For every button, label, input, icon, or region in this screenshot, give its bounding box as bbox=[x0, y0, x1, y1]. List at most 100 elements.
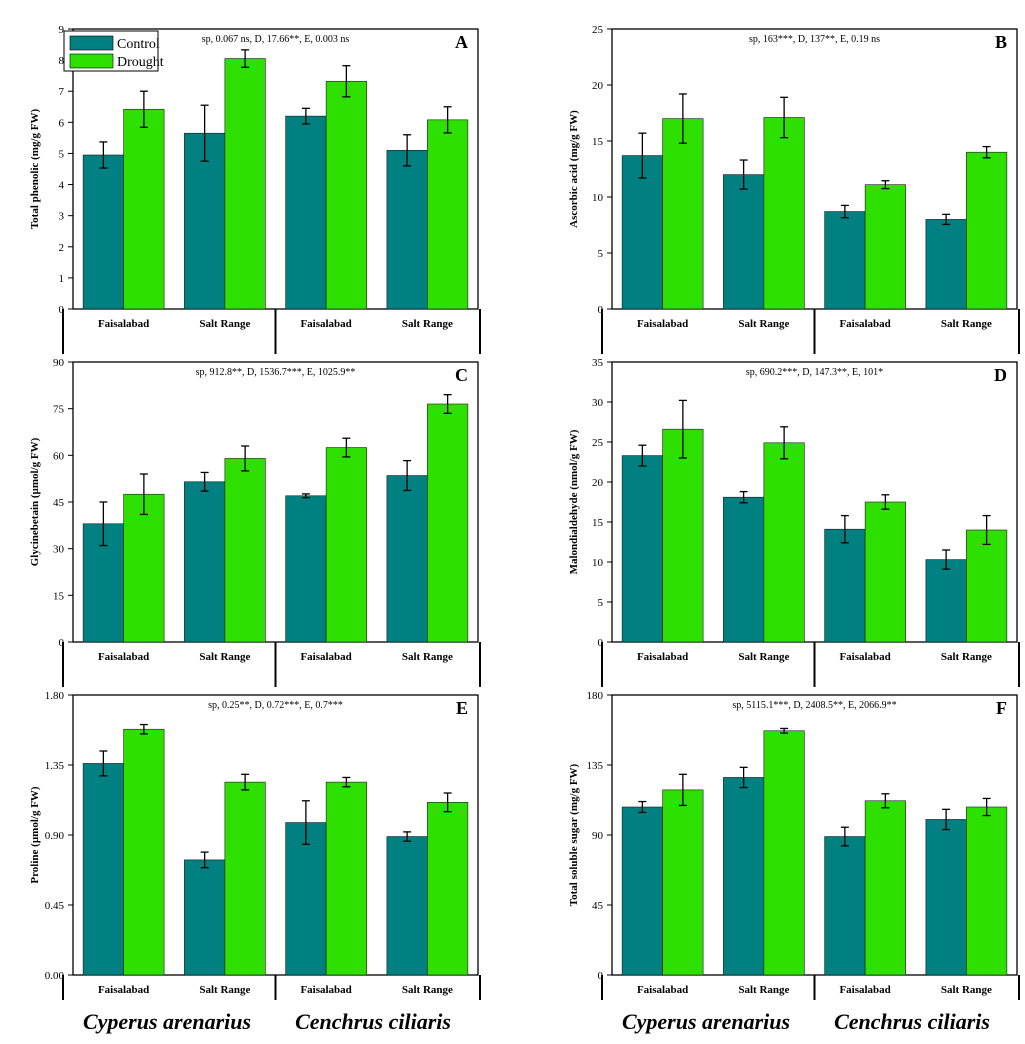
bar-d-drought bbox=[763, 442, 805, 643]
species-label-right-1: Cyperus arenarius bbox=[622, 1009, 790, 1034]
panel-a: 0 1 2 3 4 5 6 7 8 9 Total phenolic (mg/g FW) sp, 0.… bbox=[29, 24, 481, 354]
category-label-d: Faisalabad bbox=[839, 651, 890, 663]
y-tick-label-e: 0.00 bbox=[45, 970, 65, 982]
category-label-b: Salt Range bbox=[738, 318, 789, 330]
stats-annotation-b: sp, 163***, D, 137**, E, 0.19 ns bbox=[749, 34, 880, 45]
y-tick-label-a: 5 bbox=[59, 148, 65, 160]
bar-f-control bbox=[925, 819, 967, 976]
y-axis-label-f: Total soluble sugar (mg/g FW) bbox=[568, 763, 580, 906]
stats-annotation-c: sp, 912.8**, D, 1536.7***, E, 1025.9** bbox=[196, 367, 356, 378]
y-tick-label-f: 180 bbox=[587, 690, 604, 702]
bar-c-control bbox=[285, 495, 327, 643]
bar-c-drought bbox=[123, 493, 165, 643]
y-tick-label-a: 9 bbox=[59, 24, 65, 36]
bar-f-drought bbox=[966, 806, 1008, 976]
stats-annotation-e: sp, 0.25**, D, 0.72***, E, 0.7*** bbox=[208, 700, 343, 711]
y-tick-label-e: 1.35 bbox=[45, 760, 65, 772]
legend-label-drought: Drought bbox=[117, 55, 164, 70]
legend: Control Drought bbox=[63, 30, 164, 72]
bar-a-control bbox=[386, 150, 428, 310]
panel-c: 0 15 30 45 60 75 90 Glycinebetain (µmol/g FW) sp… bbox=[29, 357, 481, 687]
bar-e-drought bbox=[325, 781, 367, 976]
bar-d-drought bbox=[864, 501, 906, 643]
y-tick-label-d: 0 bbox=[598, 637, 604, 649]
bar-e-drought bbox=[427, 802, 469, 976]
category-label-a: Faisalabad bbox=[300, 318, 351, 330]
bar-a-drought bbox=[427, 119, 469, 310]
y-axis-label-b: Ascorbic acid (mg/g FW) bbox=[568, 110, 580, 228]
stats-annotation-a: sp, 0.067 ns, D, 17.66**, E, 0.003 ns bbox=[202, 34, 350, 45]
y-tick-label-b: 25 bbox=[592, 24, 604, 36]
y-axis-label-e: Proline (µmol/g FW) bbox=[29, 786, 41, 884]
legend-swatch-drought bbox=[69, 53, 114, 69]
category-label-d: Salt Range bbox=[941, 651, 992, 663]
y-tick-label-a: 4 bbox=[59, 180, 65, 192]
category-label-a: Salt Range bbox=[402, 318, 453, 330]
bar-a-drought bbox=[325, 80, 367, 310]
bar-c-control bbox=[184, 481, 226, 643]
y-tick-label-c: 30 bbox=[53, 544, 65, 556]
y-tick-label-c: 60 bbox=[53, 450, 65, 462]
panel-letter-d: D bbox=[994, 365, 1007, 385]
y-tick-label-e: 0.45 bbox=[45, 900, 65, 912]
stats-annotation-f: sp, 5115.1***, D, 2408.5**, E, 2066.9** bbox=[732, 700, 896, 711]
bar-d-control bbox=[925, 559, 967, 643]
y-tick-label-b: 20 bbox=[592, 80, 604, 92]
y-tick-label-b: 0 bbox=[598, 304, 604, 316]
panel-f: 0 45 90 135 180 Total soluble sugar (mg/g FW)… bbox=[568, 690, 1020, 1000]
bar-e-drought bbox=[123, 728, 165, 976]
y-tick-label-b: 5 bbox=[598, 248, 604, 260]
panel-d: 0 5 10 15 20 25 30 35 Malondialdehyde (nmol/g FW… bbox=[568, 357, 1020, 687]
bar-c-control bbox=[386, 475, 428, 643]
category-label-c: Salt Range bbox=[402, 651, 453, 663]
panel-e: 0.00 0.45 0.90 1.35 1.80 Proline (µmol/g FW) s… bbox=[29, 690, 481, 1000]
panel-letter-a: A bbox=[455, 32, 468, 52]
y-tick-label-b: 15 bbox=[592, 136, 604, 148]
y-axis-label-a: Total phenolic (mg/g FW) bbox=[29, 109, 41, 230]
category-label-b: Faisalabad bbox=[637, 318, 688, 330]
species-label-left-2: Cenchrus ciliaris bbox=[295, 1009, 451, 1034]
bar-b-drought bbox=[864, 184, 906, 310]
y-tick-label-e: 0.90 bbox=[45, 830, 65, 842]
bar-f-control bbox=[621, 806, 663, 976]
panel-letter-e: E bbox=[456, 698, 468, 718]
bar-a-control bbox=[285, 115, 327, 310]
bar-f-control bbox=[824, 836, 866, 976]
bar-d-control bbox=[723, 496, 765, 643]
y-tick-label-a: 0 bbox=[59, 304, 65, 316]
y-tick-label-d: 25 bbox=[592, 437, 604, 449]
y-tick-label-c: 15 bbox=[53, 590, 65, 602]
y-tick-label-d: 30 bbox=[592, 397, 604, 409]
y-axis-label-c: Glycinebetain (µmol/g FW) bbox=[29, 437, 41, 566]
category-label-f: Salt Range bbox=[941, 984, 992, 996]
bar-f-drought bbox=[763, 730, 805, 976]
bar-d-control bbox=[621, 455, 663, 643]
category-label-b: Salt Range bbox=[941, 318, 992, 330]
y-tick-label-d: 5 bbox=[598, 597, 604, 609]
y-tick-label-d: 10 bbox=[592, 557, 604, 569]
category-label-b: Faisalabad bbox=[839, 318, 890, 330]
bar-e-control bbox=[184, 859, 226, 976]
category-label-d: Faisalabad bbox=[637, 651, 688, 663]
bar-f-drought bbox=[662, 789, 704, 976]
category-label-e: Faisalabad bbox=[98, 984, 149, 996]
bar-b-control bbox=[621, 155, 663, 310]
legend-label-control: Control bbox=[117, 37, 160, 52]
category-label-f: Salt Range bbox=[738, 984, 789, 996]
category-label-e: Salt Range bbox=[402, 984, 453, 996]
bar-b-drought bbox=[763, 117, 805, 310]
bar-d-drought bbox=[662, 428, 704, 643]
bar-f-drought bbox=[864, 800, 906, 976]
y-tick-label-a: 6 bbox=[59, 117, 65, 129]
panel-letter-b: B bbox=[995, 32, 1007, 52]
y-tick-label-f: 0 bbox=[598, 970, 604, 982]
y-tick-label-a: 8 bbox=[59, 55, 65, 67]
category-label-c: Faisalabad bbox=[98, 651, 149, 663]
y-tick-label-d: 20 bbox=[592, 477, 604, 489]
bar-c-drought bbox=[224, 458, 266, 643]
y-tick-label-f: 45 bbox=[592, 900, 604, 912]
bar-e-control bbox=[285, 822, 327, 976]
panel-letter-c: C bbox=[455, 365, 468, 385]
